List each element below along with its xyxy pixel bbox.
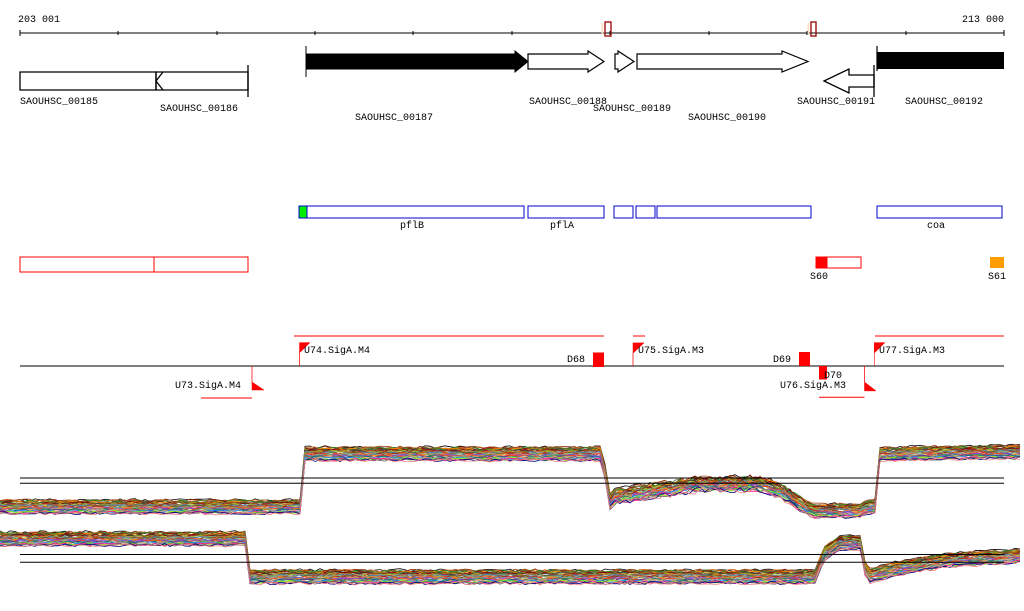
- svg-text:SAOUHSC_00190: SAOUHSC_00190: [688, 113, 766, 124]
- svg-text:U75.SigA.M3: U75.SigA.M3: [638, 345, 704, 357]
- svg-text:pflB: pflB: [400, 220, 424, 232]
- svg-text:U74.SigA.M4: U74.SigA.M4: [304, 345, 370, 357]
- svg-text:SAOUHSC_00192: SAOUHSC_00192: [905, 97, 983, 108]
- svg-text:D68: D68: [567, 355, 585, 366]
- svg-text:U73.SigA.M4: U73.SigA.M4: [175, 380, 241, 392]
- svg-text:SAOUHSC_00185: SAOUHSC_00185: [20, 97, 98, 108]
- svg-text:S61: S61: [988, 272, 1006, 283]
- svg-text:U76.SigA.M3: U76.SigA.M3: [780, 380, 846, 392]
- svg-text:203 001: 203 001: [18, 15, 60, 26]
- svg-text:U77.SigA.M3: U77.SigA.M3: [879, 345, 945, 357]
- svg-text:coa: coa: [927, 221, 945, 232]
- svg-text:SAOUHSC_00186: SAOUHSC_00186: [160, 104, 238, 115]
- svg-text:SAOUHSC_00189: SAOUHSC_00189: [593, 104, 671, 115]
- svg-text:213 000: 213 000: [962, 15, 1004, 26]
- svg-text:D69: D69: [773, 355, 791, 366]
- svg-text:SAOUHSC_00191: SAOUHSC_00191: [797, 97, 875, 108]
- svg-text:S60: S60: [810, 272, 828, 283]
- svg-text:SAOUHSC_00187: SAOUHSC_00187: [355, 113, 433, 124]
- svg-text:pflA: pflA: [550, 220, 574, 232]
